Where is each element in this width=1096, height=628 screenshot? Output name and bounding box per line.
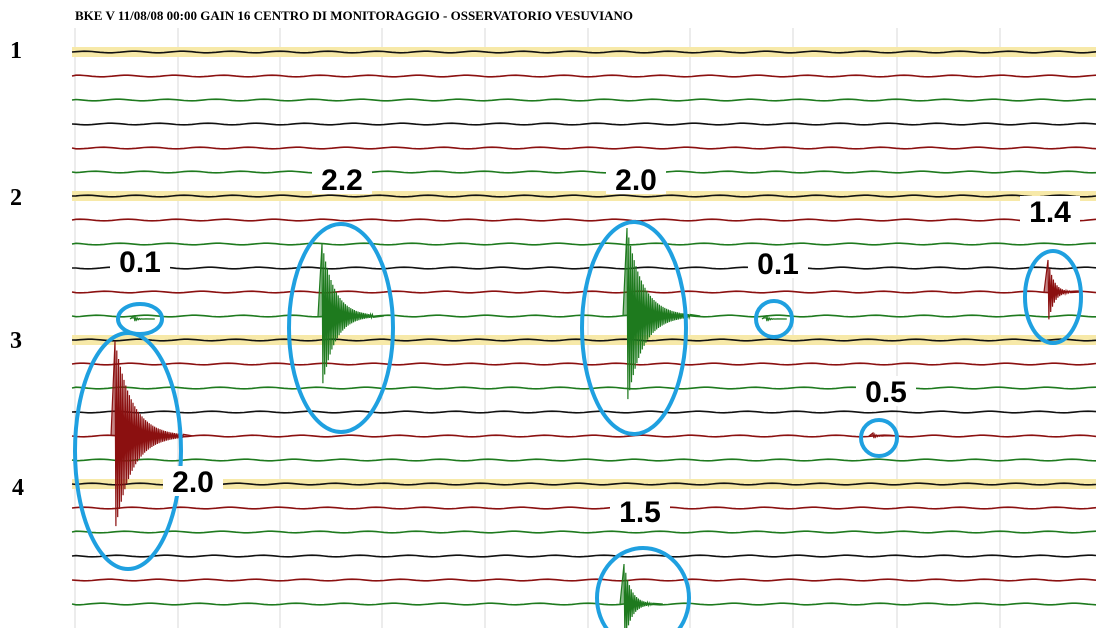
trace	[71, 218, 1096, 222]
event-waveform	[110, 340, 194, 527]
magnitude-label: 1.5	[619, 496, 661, 529]
label-bg	[856, 376, 916, 406]
row-label: 1	[10, 38, 22, 64]
label-bg	[110, 246, 170, 276]
trace	[71, 50, 1096, 54]
trace	[71, 74, 1096, 78]
trace	[71, 554, 1096, 558]
trace	[71, 578, 1096, 582]
trace	[71, 386, 1096, 390]
magnitude-label: 2.0	[615, 164, 657, 197]
magnitude-label: 1.4	[1029, 196, 1071, 229]
magnitude-label: 2.2	[321, 164, 363, 197]
event-circle	[595, 546, 691, 628]
trace	[71, 434, 1096, 438]
label-bg	[748, 248, 808, 278]
trace	[71, 458, 1096, 462]
event-circle	[287, 222, 395, 434]
event-waveform	[761, 314, 787, 322]
event-waveform	[619, 563, 663, 628]
row-label: 3	[10, 328, 22, 354]
trace	[71, 530, 1096, 534]
row-label: 4	[12, 475, 24, 501]
label-bg	[312, 164, 372, 194]
event-circle	[754, 299, 794, 339]
trace	[71, 506, 1096, 510]
label-bg	[1020, 196, 1080, 226]
trace	[72, 266, 1096, 270]
trace	[71, 242, 1096, 246]
event-circle	[859, 418, 899, 458]
magnitude-label: 0.1	[119, 246, 161, 279]
trace	[71, 410, 1096, 414]
trace	[71, 122, 1096, 126]
label-bg	[606, 164, 666, 194]
trace	[71, 482, 1096, 486]
event-circle	[1023, 249, 1083, 345]
event-waveform	[129, 314, 155, 322]
row-label: 2	[10, 185, 22, 211]
event-circle	[580, 220, 688, 436]
trace	[71, 146, 1096, 150]
event-waveform	[317, 243, 384, 384]
event-waveform	[622, 227, 701, 400]
label-bg	[610, 496, 670, 526]
label-bg	[163, 466, 223, 496]
trace	[71, 98, 1096, 102]
event-waveform	[868, 431, 894, 439]
trace	[71, 170, 1096, 174]
event-waveform	[1043, 259, 1082, 320]
magnitude-label: 2.0	[172, 466, 214, 499]
magnitude-label: 0.5	[865, 376, 907, 409]
trace	[71, 194, 1096, 198]
magnitude-label: 0.1	[757, 248, 799, 281]
trace	[71, 602, 1096, 606]
event-circle	[73, 331, 183, 571]
header-title: BKE V 11/08/08 00:00 GAIN 16 CENTRO DI M…	[75, 8, 633, 23]
